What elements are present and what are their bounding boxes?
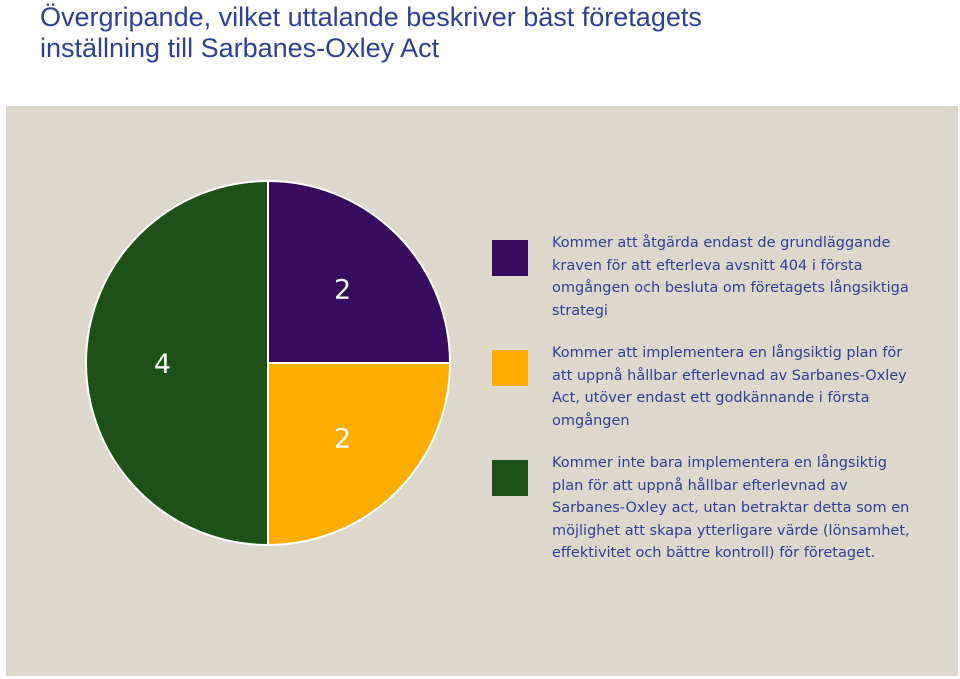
chart-title-line-1: Övergripande, vilket uttalande beskriver… — [40, 2, 702, 32]
legend-label-1: Kommer att åtgärda endast de grundläggan… — [552, 235, 909, 319]
pie-slice-1 — [267, 180, 451, 364]
chart-title-line-2: inställning till Sarbanes-Oxley Act — [40, 33, 440, 63]
pie-slice-3-value-label: 4 — [154, 349, 171, 380]
pie-slice-2-value-label: 2 — [334, 424, 351, 455]
chart-panel: 2 2 4 Kommer att åtgärda endast de grundlä… — [6, 106, 958, 676]
legend-swatch-3 — [492, 460, 528, 496]
legend-swatch-2 — [492, 350, 528, 386]
legend-swatch-1 — [492, 240, 528, 276]
legend: Kommer att åtgärda endast de grundläggan… — [6, 106, 958, 676]
legend-label-3: Kommer inte bara implementera en långsik… — [552, 455, 910, 562]
pie-slice-2 — [267, 362, 451, 546]
pie-slice-1-value-label: 2 — [334, 274, 351, 305]
pie-slice-3 — [85, 180, 269, 546]
chart-title: Övergripande, vilket uttalande beskriver… — [40, 2, 940, 64]
legend-label-2: Kommer att implementera en långsiktig pl… — [552, 345, 907, 429]
pie-chart: 2 2 4 — [85, 180, 451, 546]
